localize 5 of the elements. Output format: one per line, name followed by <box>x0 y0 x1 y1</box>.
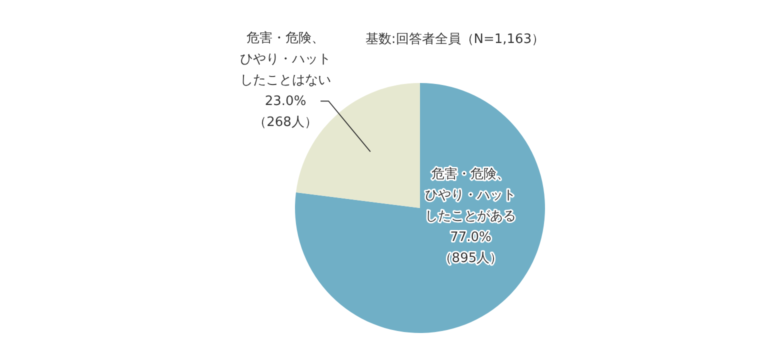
data-label: 77.0% （895人） <box>438 230 503 266</box>
data-label: 23.0% （268人） <box>254 94 318 130</box>
text: 基数:回答者全員（N=1,163） <box>365 32 545 47</box>
slice-label: 危害・危険、ひやり・ハットしたことはない <box>240 30 332 88</box>
slice-label: 危害・危険、ひやり・ハットしたことがある <box>425 166 516 224</box>
